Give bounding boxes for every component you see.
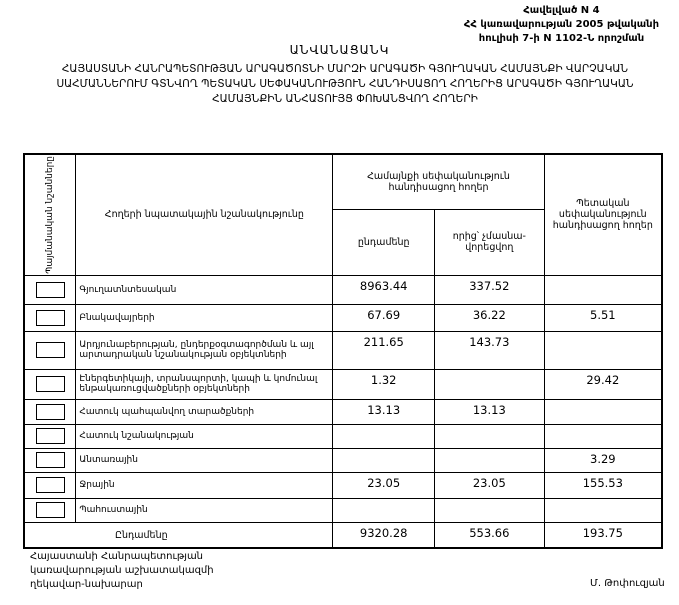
footer-line3: ղեկավար-նախարար <box>30 579 143 590</box>
table-row: Գյուղատնտեսական 8963.44 337.52 <box>23 274 663 305</box>
total-value: 67.69 <box>332 303 436 332</box>
total-value: 13.13 <box>332 398 436 425</box>
header-community: Համայնքի սեփականություն հանդիսացող հողեր <box>332 153 545 210</box>
legend-swatch-cell <box>23 274 77 305</box>
header-legend: Պայմանական նշանները <box>23 153 77 276</box>
legend-swatch-cell <box>23 423 77 449</box>
nonprivatized-value: 143.73 <box>434 330 545 370</box>
table-row: Պահուստային <box>23 497 663 523</box>
table-row: Հատուկ նշանակության <box>23 423 663 449</box>
purpose-label: Պահուստային <box>75 497 334 523</box>
nonprivatized-value: 36.22 <box>434 303 545 332</box>
annex-line2: ՀՀ կառավարության 2005 թվականի <box>463 19 659 30</box>
state-value <box>543 398 663 425</box>
legend-swatch-cell <box>23 368 77 400</box>
total-value: 211.65 <box>332 330 436 370</box>
legend-swatch-cell <box>23 471 77 499</box>
legend-swatch-cell <box>23 447 77 473</box>
table-row: Անտառային 3.29 <box>23 447 663 473</box>
total-value <box>332 423 436 449</box>
table-row: Հատուկ պահպանվող տարածքների 13.13 13.13 <box>23 398 663 425</box>
purpose-label: Հատուկ պահպանվող տարածքների <box>75 398 334 425</box>
purpose-label: Գյուղատնտեսական <box>75 274 334 305</box>
total-value <box>332 497 436 523</box>
purpose-label: Անտառային <box>75 447 334 473</box>
table-row: Բնակավայրերի 67.69 36.22 5.51 <box>23 303 663 332</box>
table-row: Էներգետիկայի, տրանսպորտի, կապի և կոմունա… <box>23 368 663 400</box>
sum-row: Ընդամենը 9320.28 553.66 193.75 <box>23 521 663 549</box>
legend-swatch <box>35 502 65 519</box>
signatory-name: Մ. Թոփուզյան <box>590 578 665 589</box>
table-row: Արդյունաբերության, ընդերքօգտագործման և ա… <box>23 330 663 370</box>
annex-number: Հավելված N 4 <box>523 5 600 16</box>
header-nonprivatized: որից՝ չմասնա-վորեցվող <box>434 208 545 276</box>
legend-swatch-cell <box>23 330 77 370</box>
footer-line2: կառավարության աշխատակազմի <box>30 565 214 576</box>
purpose-label: Բնակավայրերի <box>75 303 334 332</box>
header-state: Պետական սեփականություն հանդիսացող հողեր <box>543 153 663 276</box>
state-value <box>543 497 663 523</box>
footer-line1: Հայաստանի Հանրապետության <box>30 551 204 562</box>
legend-swatch <box>35 281 65 298</box>
state-value: 3.29 <box>543 447 663 473</box>
legend-swatch-cell <box>23 398 77 425</box>
header-purpose: Հողերի նպատակային նշանակությունը <box>75 153 334 276</box>
total-value <box>332 447 436 473</box>
header-total: ընդամենը <box>332 208 436 276</box>
nonprivatized-value <box>434 497 545 523</box>
annex-line3: հուլիսի 7-ի N 1102-Ն որոշման <box>478 33 645 44</box>
state-value: 5.51 <box>543 303 663 332</box>
legend-swatch <box>35 309 65 326</box>
signatory-title: Հայաստանի Հանրապետության կառավարության ա… <box>30 550 214 592</box>
state-value: 29.42 <box>543 368 663 400</box>
state-value <box>543 274 663 305</box>
legend-swatch <box>35 477 65 494</box>
legend-swatch-cell <box>23 497 77 523</box>
sum-total: 9320.28 <box>332 521 436 549</box>
purpose-label: Ջրային <box>75 471 334 499</box>
sum-label: Ընդամենը <box>23 521 334 549</box>
nonprivatized-value <box>434 447 545 473</box>
legend-swatch <box>35 342 65 359</box>
legend-swatch <box>35 452 65 469</box>
total-value: 23.05 <box>332 471 436 499</box>
state-value <box>543 423 663 449</box>
purpose-label: Արդյունաբերության, ընդերքօգտագործման և ա… <box>75 330 334 370</box>
land-table: Պայմանական նշանները Հողերի նպատակային նշ… <box>23 153 663 550</box>
sum-state: 193.75 <box>543 521 663 549</box>
nonprivatized-value: 13.13 <box>434 398 545 425</box>
nonprivatized-value: 23.05 <box>434 471 545 499</box>
nonprivatized-value <box>434 368 545 400</box>
legend-swatch <box>35 403 65 420</box>
legend-swatch-cell <box>23 303 77 332</box>
legend-swatch <box>35 428 65 445</box>
document-title: ԱՆՎԱՆԱՑԱՆԿ <box>289 43 390 57</box>
state-value <box>543 330 663 370</box>
nonprivatized-value: 337.52 <box>434 274 545 305</box>
state-value: 155.53 <box>543 471 663 499</box>
total-value: 8963.44 <box>332 274 436 305</box>
annex-header: Հավելված N 4 ՀՀ կառավարության 2005 թվակա… <box>464 4 659 46</box>
document-subtitle: ՀԱՅԱՍՏԱՆԻ ՀԱՆՐԱՊԵՏՈՒԹՅԱՆ ԱՐԱԳԱԾՈՏՆԻ ՄԱՐԶ… <box>56 63 634 105</box>
table-row: Ջրային 23.05 23.05 155.53 <box>23 471 663 499</box>
legend-swatch <box>35 376 65 393</box>
purpose-label: Էներգետիկայի, տրանսպորտի, կապի և կոմունա… <box>75 368 334 400</box>
purpose-label: Հատուկ նշանակության <box>75 423 334 449</box>
sum-nonprivatized: 553.66 <box>434 521 545 549</box>
total-value: 1.32 <box>332 368 436 400</box>
nonprivatized-value <box>434 423 545 449</box>
